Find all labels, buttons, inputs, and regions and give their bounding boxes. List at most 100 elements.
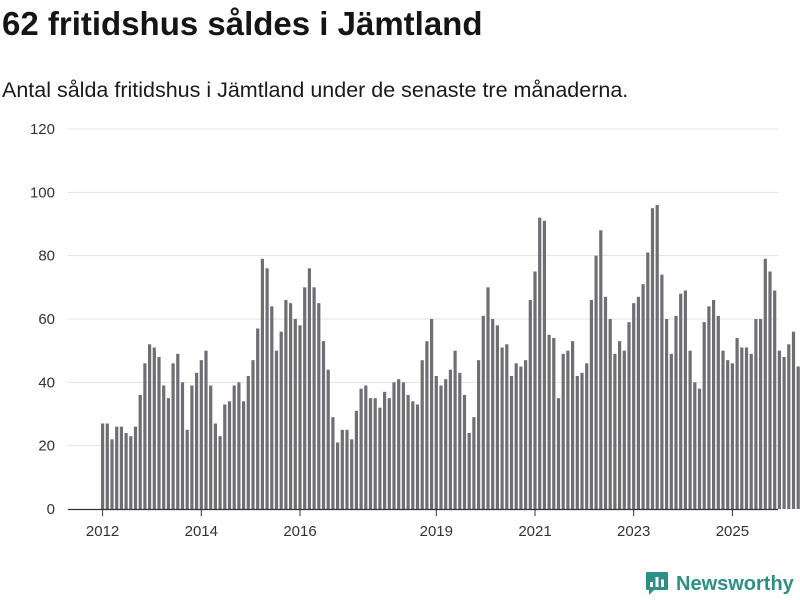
bar [152,347,156,509]
bar [571,341,575,509]
x-axis-tick-labels: 2012 2014 2016 2019 2021 2023 2025 [86,509,749,540]
bar [514,363,518,509]
bar [791,331,796,509]
chart-subtitle: Antal sålda fritidshus i Jämtland under … [2,78,629,102]
bar [509,376,514,509]
bar [744,347,749,509]
bar [199,360,203,509]
bar [782,357,786,509]
bar [387,398,391,509]
bar [481,315,485,509]
bar [462,395,467,509]
bar [486,287,490,509]
bar [627,322,631,509]
bar [477,360,481,509]
bar [138,395,142,509]
y-tick-label: 100 [30,184,55,201]
bar [317,303,321,509]
brand-name: Newsworthy [676,572,794,595]
bar [378,407,382,509]
x-tick-label: 2016 [283,523,316,540]
bar [603,296,608,509]
bar [759,319,763,509]
bar [321,341,326,509]
bar [660,274,664,509]
y-tick-label: 60 [38,311,55,328]
bar [110,439,114,509]
x-tick-label: 2021 [518,523,551,540]
bar [495,325,499,509]
bar [768,271,772,509]
y-axis-tick-labels: 0 20 40 60 80 100 120 [30,121,55,518]
bar [730,363,734,509]
bar [726,360,730,509]
bar [213,423,217,509]
bar [373,398,377,509]
bar [401,382,405,509]
bar [293,319,297,509]
bar [552,338,556,509]
bar [721,350,725,509]
bar [383,391,387,509]
bar [166,398,170,509]
y-tick-label: 80 [38,248,55,265]
bar [171,363,175,509]
bar [331,417,335,509]
bar [336,442,340,509]
bar [284,300,288,509]
bar [307,268,311,509]
bar [425,341,429,509]
bar [364,385,368,509]
bar [542,220,546,509]
bar [162,385,166,509]
bar [796,366,800,509]
bar [712,300,716,509]
bar [693,382,697,509]
bar [505,344,509,509]
bar-chart: 0 20 40 60 80 100 120 2012 2014 2016 2019 2021 2023… [30,121,800,540]
bar [533,271,537,509]
bar [340,429,344,509]
bar [556,398,561,509]
bar [669,353,673,509]
bar [430,319,434,509]
bar [227,401,232,509]
bar [260,258,264,509]
bar [655,205,659,509]
bar [519,366,523,509]
bar [237,382,241,509]
bar [350,439,354,509]
bar [312,287,316,509]
bar [439,385,443,509]
bar [688,350,692,509]
bar [289,303,293,509]
bar [594,255,598,509]
bar [246,376,250,509]
bar [773,290,777,509]
bar [735,338,739,509]
bar [354,410,358,509]
bar [575,376,579,509]
bar [176,353,180,509]
bar [618,341,622,509]
bar [148,344,152,509]
bar [242,401,246,509]
bar [491,319,495,509]
y-tick-label: 120 [30,121,55,138]
bar [274,350,279,509]
bar [190,385,194,509]
bar [763,258,767,509]
bar [697,388,702,509]
bar [777,350,781,509]
bar [472,417,476,509]
bar [195,372,199,509]
bar [115,426,119,509]
bar [580,372,584,509]
bar [204,350,208,509]
bar [707,306,711,509]
bar [105,423,109,509]
bar-series [101,205,800,510]
bar [326,369,330,509]
bar [180,382,185,509]
bar [641,284,645,509]
